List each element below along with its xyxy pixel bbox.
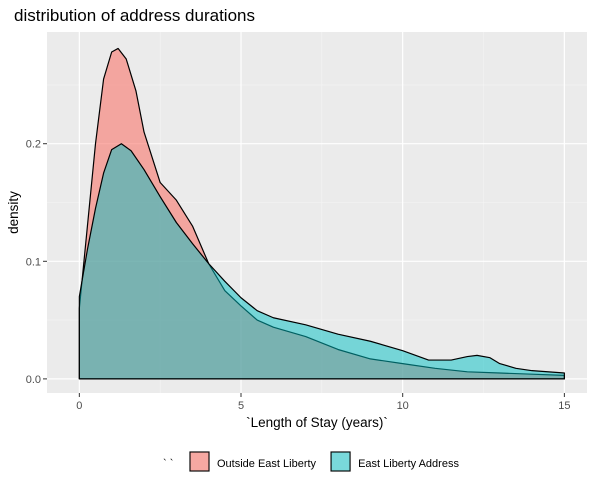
x-tick-label: 10 [397,400,409,412]
density-area-series-2 [78,143,565,380]
legend-swatch-1 [189,451,210,472]
x-tick-label: 5 [238,400,244,412]
x-tick-label: 15 [558,400,570,412]
y-tick-label: 0.1 [26,256,41,268]
legend-items: Outside East Liberty East Liberty Address [189,451,459,472]
y-tick-label: 0.0 [26,374,41,386]
x-tick-label: 0 [76,400,82,412]
chart-title: distribution of address durations [14,6,255,25]
y-tick-label: 0.2 [26,139,41,151]
x-axis-title: `Length of Stay (years)` [246,415,388,430]
y-axis-title: density [6,191,21,234]
legend-swatch-2 [330,451,351,472]
legend-title: ` ` [163,458,173,470]
series-layer [78,47,565,380]
legend: ` ` Outside East Liberty East Liberty Add… [163,451,459,472]
legend-label-1: Outside East Liberty [217,458,317,470]
legend-label-2: East Liberty Address [358,458,459,470]
ticks-layer: 0 5 10 15 0.0 0.1 0.2 [26,139,571,412]
